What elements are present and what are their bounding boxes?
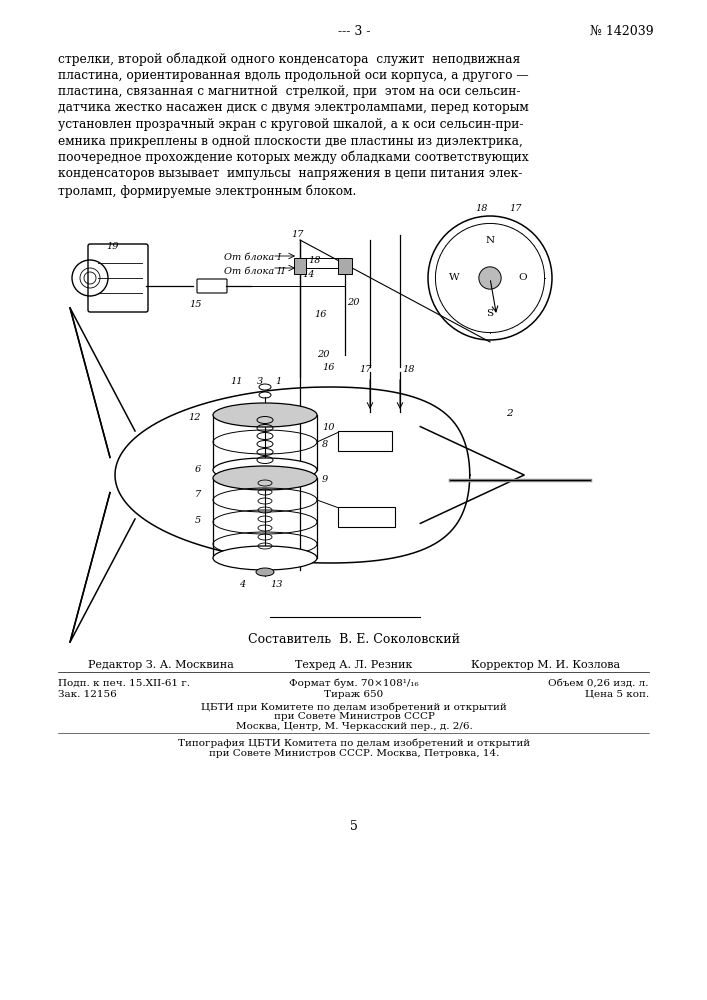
- Text: Подп. к печ. 15.XII-61 г.: Подп. к печ. 15.XII-61 г.: [58, 679, 190, 688]
- Text: --- 3 -: --- 3 -: [338, 25, 370, 38]
- Text: пластина, связанная с магнитной  стрелкой, при  этом на оси сельсин-: пластина, связанная с магнитной стрелкой…: [58, 85, 520, 98]
- Circle shape: [436, 223, 544, 333]
- Text: 18: 18: [308, 256, 320, 265]
- Text: 4: 4: [239, 580, 245, 589]
- Text: 18: 18: [402, 365, 414, 374]
- Text: Зак. 12156: Зак. 12156: [58, 690, 117, 699]
- Ellipse shape: [213, 403, 317, 427]
- Bar: [294, 258, 306, 274]
- Text: датчика жестко насажен диск с двумя электролампами, перед которым: датчика жестко насажен диск с двумя элек…: [58, 102, 529, 114]
- Text: 17: 17: [360, 365, 373, 374]
- Text: N: N: [486, 236, 495, 245]
- FancyBboxPatch shape: [338, 431, 392, 451]
- Ellipse shape: [213, 458, 317, 482]
- Text: Москва, Центр, М. Черкасский пер., д. 2/6.: Москва, Центр, М. Черкасский пер., д. 2/…: [235, 722, 472, 731]
- Text: От блока I: От блока I: [224, 253, 281, 262]
- Text: конденсаторов вызывает  импульсы  напряжения в цепи питания элек-: конденсаторов вызывает импульсы напряжен…: [58, 167, 522, 180]
- Text: 2: 2: [506, 409, 513, 418]
- Text: 19: 19: [107, 242, 119, 251]
- Text: 16: 16: [322, 363, 335, 372]
- Text: 12: 12: [189, 413, 201, 422]
- Text: 13: 13: [270, 580, 283, 589]
- Text: 16: 16: [315, 310, 327, 319]
- Ellipse shape: [256, 568, 274, 576]
- Text: Формат бум. 70×108¹/₁₆: Формат бум. 70×108¹/₁₆: [289, 679, 419, 688]
- Text: Редактор З. А. Москвина: Редактор З. А. Москвина: [88, 660, 234, 670]
- Text: № 142039: № 142039: [590, 25, 654, 38]
- Text: пластина, ориентированная вдоль продольной оси корпуса, а другого —: пластина, ориентированная вдоль продольн…: [58, 68, 529, 82]
- Text: 10: 10: [322, 423, 334, 432]
- Text: 14: 14: [302, 270, 315, 279]
- Text: 20: 20: [317, 350, 330, 359]
- Text: 8: 8: [322, 440, 328, 449]
- Text: 18: 18: [476, 204, 489, 213]
- Text: Блок II: Блок II: [346, 510, 385, 519]
- Text: емника прикреплены в одной плоскости две пластины из диэлектрика,: емника прикреплены в одной плоскости две…: [58, 134, 523, 147]
- Text: 7: 7: [194, 490, 201, 499]
- Text: поочередное прохождение которых между обладками соответствующих: поочередное прохождение которых между об…: [58, 151, 529, 164]
- Ellipse shape: [213, 546, 317, 570]
- Text: 11: 11: [230, 377, 243, 386]
- Text: при Совете Министров СССР: при Совете Министров СССР: [274, 712, 434, 721]
- Text: стрелки, второй обладкой одного конденсатора  служит  неподвижная: стрелки, второй обладкой одного конденса…: [58, 52, 520, 66]
- Text: 20: 20: [347, 298, 359, 307]
- Text: Тираж 650: Тираж 650: [325, 690, 384, 699]
- Text: 3: 3: [257, 377, 263, 386]
- Circle shape: [479, 267, 501, 289]
- Text: От блока II: От блока II: [224, 267, 285, 276]
- Ellipse shape: [213, 466, 317, 490]
- Text: 6: 6: [194, 465, 201, 474]
- Text: Составитель  В. Е. Соколовский: Составитель В. Е. Соколовский: [248, 633, 460, 646]
- Text: 21: 21: [340, 258, 353, 267]
- Text: O: O: [518, 273, 527, 282]
- Text: 17: 17: [510, 204, 522, 213]
- Text: Цена 5 коп.: Цена 5 коп.: [585, 690, 649, 699]
- Bar: [338, 258, 352, 274]
- Text: Объем 0,26 изд. л.: Объем 0,26 изд. л.: [549, 679, 649, 688]
- Text: 5: 5: [194, 516, 201, 525]
- Text: 15: 15: [189, 300, 202, 309]
- Text: 5: 5: [350, 820, 358, 833]
- Text: ЦБТИ при Комитете по делам изобретений и открытий: ЦБТИ при Комитете по делам изобретений и…: [201, 702, 507, 712]
- Text: 1: 1: [275, 377, 281, 386]
- Text: Корректор М. И. Козлова: Корректор М. И. Козлова: [471, 660, 620, 670]
- Text: 17: 17: [292, 230, 304, 239]
- Text: троламп, формируемые электронным блоком.: троламп, формируемые электронным блоком.: [58, 184, 356, 198]
- FancyBboxPatch shape: [338, 507, 395, 527]
- Text: S: S: [486, 309, 493, 318]
- Text: установлен прозрачный экран с круговой шкалой, а к оси сельсин-при-: установлен прозрачный экран с круговой ш…: [58, 118, 523, 131]
- Text: Блок I: Блок I: [348, 434, 382, 443]
- Text: при Совете Министров СССР. Москва, Петровка, 14.: при Совете Министров СССР. Москва, Петро…: [209, 749, 499, 758]
- Text: 9: 9: [322, 475, 328, 484]
- Text: Техред А. Л. Резник: Техред А. Л. Резник: [296, 660, 413, 670]
- Text: W: W: [449, 273, 460, 282]
- Text: Типография ЦБТИ Комитета по делам изобретений и открытий: Типография ЦБТИ Комитета по делам изобре…: [178, 738, 530, 748]
